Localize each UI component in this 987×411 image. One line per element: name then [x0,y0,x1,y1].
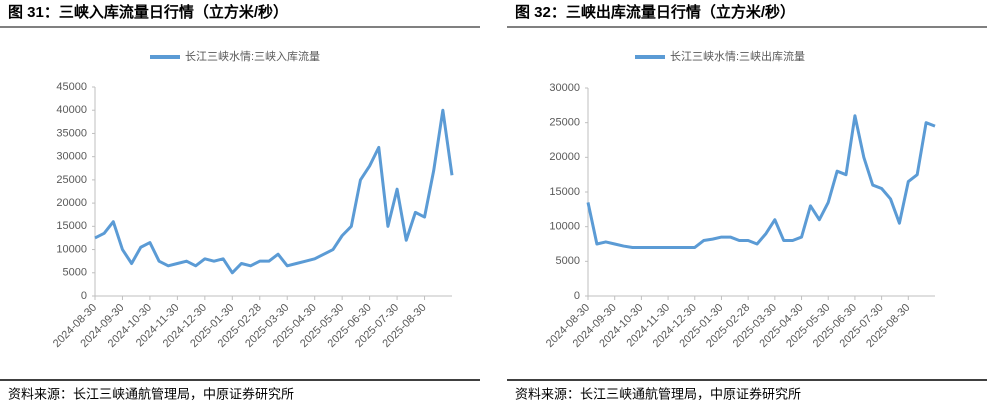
y-tick-label: 35000 [56,127,87,139]
series-line [586,114,936,249]
y-tick-label: 5000 [556,255,580,267]
y-tick-label: 15000 [549,186,580,198]
legend-label: 长江三峡水情:三峡出库流量 [670,49,805,63]
y-tick-label: 5000 [63,267,87,279]
chart-title: 图 31：三峡入库流量日行情（立方米/秒） [8,3,288,21]
y-tick-label: 45000 [56,81,87,93]
y-tick-label: 30000 [549,82,580,94]
source-note: 资料来源：长江三峡通航管理局，中原证券研究所 [515,386,801,401]
series-line [94,108,454,275]
y-tick-label: 0 [574,290,580,302]
y-tick-label: 0 [81,290,87,302]
y-tick-label: 10000 [56,243,87,255]
y-tick-label: 15000 [56,220,87,232]
y-tick-label: 25000 [56,174,87,186]
legend-label: 长江三峡水情:三峡入库流量 [185,49,320,63]
y-tick-label: 10000 [549,221,580,233]
chart-title: 图 32：三峡出库流量日行情（立方米/秒） [515,3,795,21]
y-tick-label: 30000 [56,151,87,163]
source-note: 资料来源：长江三峡通航管理局，中原证券研究所 [8,386,294,401]
y-tick-label: 25000 [549,117,580,129]
y-tick-label: 20000 [56,197,87,209]
y-tick-label: 20000 [549,151,580,163]
y-tick-label: 40000 [56,104,87,116]
